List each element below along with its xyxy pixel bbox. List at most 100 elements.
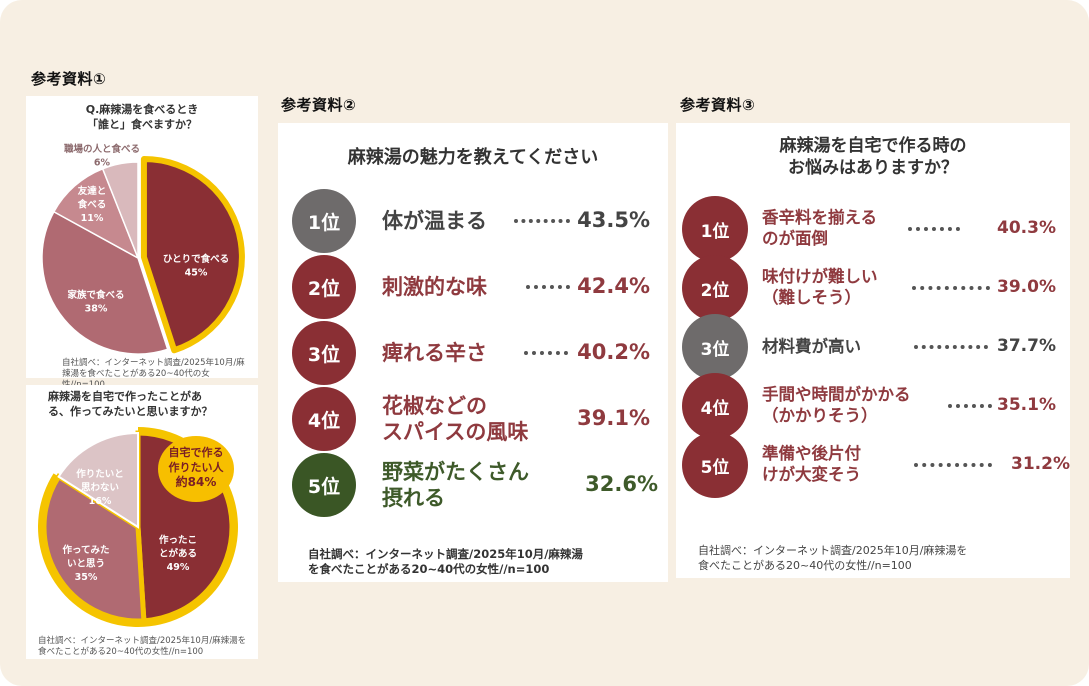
rank-leader-dots — [908, 227, 960, 231]
pie-who-label-line: 6% — [94, 158, 111, 169]
pie-who-label-line: ひとりで食べる — [163, 253, 229, 265]
rank-item-label-line: 準備や後片付 — [762, 444, 861, 464]
ranking-trouble-title-line: お悩みはありますか？ — [788, 158, 958, 178]
section-label-3: 参考資料③ — [680, 96, 756, 114]
pie-who-label-line: 38% — [85, 304, 108, 315]
rank-item-label-line: のが面倒 — [762, 229, 828, 248]
pie-home-label: 作ってみたいと思う 35% — [62, 544, 109, 583]
ranking-charm-title: 麻辣湯の魅力を教えてください — [347, 147, 599, 168]
section-label-2: 参考資料② — [281, 96, 357, 114]
pie-home-title-line: 麻辣湯を自宅で作ったことがあ — [48, 390, 202, 403]
pie-home-callout-line: 約84% — [176, 474, 217, 489]
rank-item-label-line: 摂れる — [382, 486, 445, 510]
rank-item-label: 野菜がたくさん 摂れる — [382, 459, 529, 512]
pie-home-chart: 作ったことがある 49% 作ってみたいと思う 35% 作りたいと思わない 16% 自宅で作る… — [38, 427, 238, 627]
rank-item-label-line: 体が温まる — [382, 208, 487, 233]
ranking-trouble-title: 麻辣湯を自宅で作る時の お悩みはありますか？ — [676, 135, 1070, 179]
pie-who-slice — [41, 211, 169, 355]
rank-badge: 4位 — [682, 373, 748, 439]
pie-who-label: 家族で食べる 38% — [67, 289, 124, 315]
pie-home-label: 作ったことがある 49% — [159, 534, 197, 573]
rank-item-value: 40.2% — [577, 339, 650, 364]
pie-home-label-line: 作ったこ — [159, 534, 197, 546]
pie-who-slice — [101, 161, 139, 259]
ranking-charm-note-line: 自社調べ：インターネット調査/2025年10月/麻辣湯 — [308, 547, 583, 561]
rank-item-value: 37.7% — [997, 336, 1056, 357]
rank-item-label: 味付けが難しい （難しそう） — [762, 267, 878, 308]
ranking-trouble-note: 自社調べ：インターネット調査/2025年10月/麻辣湯を 食べたことがある20~… — [698, 543, 967, 573]
rank-item-label-line: 野菜がたくさん — [382, 459, 529, 484]
pie-who-label-line: 家族で食べる — [67, 289, 124, 301]
pie-home-slice — [41, 473, 147, 624]
pie-who-chart: ひとりで食べる 45% 家族で食べる 38% 友達と食べる 11% 職場の人と食べる 6% — [41, 143, 245, 355]
rank-badge: 2位 — [682, 255, 748, 321]
rank-item-label-line: （難しそう） — [762, 288, 861, 307]
rank-item-label-line: 香辛料を揃える — [762, 208, 878, 228]
rank-leader-dots — [948, 404, 992, 408]
pie-who-label: 友達と食べる 11% — [77, 185, 107, 224]
rank-item-value: 31.2% — [1011, 454, 1070, 475]
rank-item-value: 39.1% — [577, 405, 650, 430]
rank-item-value: 39.0% — [997, 277, 1056, 298]
pie-home-label-line: 作ってみた — [62, 544, 109, 556]
pie-panel-who: Q.麻辣湯を食べるとき 「誰と」食べますか？ ひとりで食べる 45% 家族で食べる 3… — [26, 96, 258, 390]
rank-leader-dots — [912, 286, 990, 290]
rank-badge: 3位 — [682, 314, 748, 380]
rank-item-value: 35.1% — [997, 395, 1056, 416]
pie-home-title: 麻辣湯を自宅で作ったことがあ る、作ってみたいと思いますか？ — [30, 389, 254, 419]
pie-who-label-line: 11% — [81, 213, 104, 224]
pie-who-title-line: Q.麻辣湯を食べるとき — [85, 103, 199, 116]
pie-home-callout-line: 自宅で作る — [169, 445, 224, 459]
pie-who-title-line: 「誰と」食べますか？ — [87, 118, 197, 131]
rank-item-label: 刺激的な味 — [382, 274, 487, 300]
ranking-trouble-title-line: 麻辣湯を自宅で作る時の — [779, 136, 967, 156]
rank-badge: 1位 — [682, 196, 748, 262]
rank-item-label-line: スパイスの風味 — [382, 420, 529, 444]
rank-leader-dots — [526, 285, 570, 289]
rank-item-label: 花椒などの スパイスの風味 — [382, 393, 528, 446]
ranking-trouble-note-line: 自社調べ：インターネット調査/2025年10月/麻辣湯を — [698, 544, 968, 557]
rank-leader-dots — [514, 219, 570, 223]
rank-item-label-line: けが大変そう — [762, 465, 861, 484]
ranking-trouble-note-line: 食べたことがある20~40代の女性//n=100 — [698, 559, 912, 572]
pie-home-slice — [57, 431, 139, 529]
pie-who-label-line: 食べる — [77, 199, 107, 211]
rank-item-value: 42.4% — [577, 273, 650, 298]
pie-home-label-line: 16% — [89, 496, 112, 507]
pie-who-label-line: 友達と — [77, 185, 107, 197]
rank-leader-dots — [914, 345, 988, 349]
rank-item-label-line: 刺激的な味 — [382, 274, 487, 299]
rank-badge: 5位 — [682, 432, 748, 498]
pie-who-title: Q.麻辣湯を食べるとき 「誰と」食べますか？ — [26, 102, 258, 132]
pie-home-callout — [158, 436, 234, 502]
rank-item-label: 体が温まる — [382, 208, 487, 234]
rank-item-label: 準備や後片付 けが大変そう — [762, 444, 861, 485]
rank-item-label-line: 手間や時間がかかる — [762, 385, 911, 405]
rank-leader-dots — [914, 463, 992, 467]
rank-badge: 1位 — [292, 189, 356, 253]
pie-home-label-line: とがある — [159, 548, 197, 560]
rank-item-value: 32.6% — [585, 471, 658, 496]
pie-home-note: 自社調べ：インターネット調査/2025年10月/麻辣湯を食べたことがある20~4… — [38, 636, 247, 657]
rank-badge: 4位 — [292, 387, 356, 451]
pie-home-label-line: 35% — [75, 572, 98, 583]
rank-badge: 5位 — [292, 453, 356, 517]
pie-who-slice — [140, 156, 245, 354]
pie-who-label: ひとりで食べる 45% — [163, 253, 229, 279]
pie-who-label: 職場の人と食べる 6% — [64, 143, 140, 169]
rank-item-value: 40.3% — [997, 218, 1056, 239]
pie-home-label: 作りたいと思わない 16% — [76, 468, 124, 507]
rank-item-label-line: 痺れる辛さ — [382, 340, 487, 365]
ranking-charm-panel: 麻辣湯の魅力を教えてください 1位 体が温まる 43.5% 2位 刺激的な味 42.4% 3… — [278, 123, 668, 582]
rank-item-label-line: 材料費が高い — [762, 336, 861, 356]
pie-who-label-line: 45% — [185, 268, 208, 279]
pie-home-callout-text: 自宅で作る作りたい人約84% — [169, 445, 225, 489]
rank-leader-dots — [524, 351, 568, 355]
pie-home-label-line: いと思う — [67, 559, 105, 570]
rank-item-label-line: 味付けが難しい — [762, 267, 878, 287]
section-label-1: 参考資料① — [31, 70, 107, 88]
ranking-charm-note-line: を食べたことがある20~40代の女性//n=100 — [308, 562, 550, 576]
rank-item-label-line: 花椒などの — [382, 393, 487, 418]
pie-home-title-line: る、作ってみたいと思いますか？ — [48, 405, 213, 418]
pie-home-label-line: 作りたいと — [76, 468, 124, 480]
